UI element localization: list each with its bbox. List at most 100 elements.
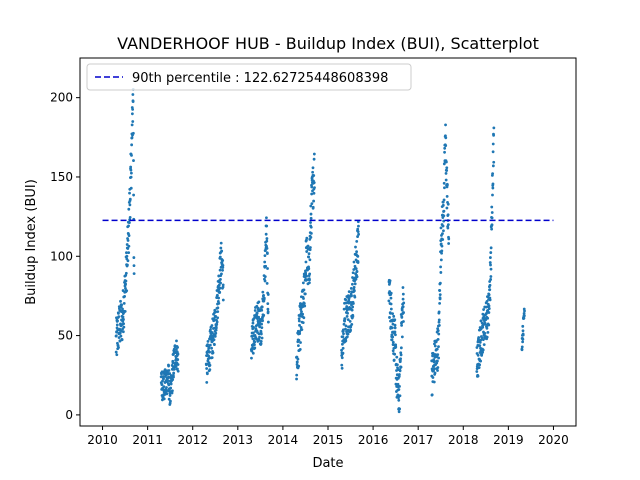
data-point: [438, 289, 442, 292]
data-point: [214, 310, 218, 314]
data-point: [487, 307, 491, 310]
data-point: [344, 327, 347, 331]
data-point: [340, 342, 344, 346]
data-point: [307, 252, 311, 256]
data-point: [170, 391, 174, 395]
data-point: [265, 237, 269, 240]
data-point: [439, 258, 443, 262]
data-point: [309, 221, 312, 224]
data-point: [221, 264, 225, 267]
data-point: [396, 382, 400, 386]
data-point: [124, 271, 128, 275]
x-tick-label: 2014: [268, 433, 299, 447]
data-point: [491, 182, 495, 186]
legend-box: [86, 63, 412, 91]
data-point: [165, 392, 169, 396]
data-point: [347, 297, 351, 300]
data-point: [390, 326, 394, 330]
data-point: [477, 336, 481, 339]
data-point: [351, 305, 355, 309]
data-point: [393, 326, 397, 330]
data-point: [301, 312, 305, 316]
data-point: [401, 292, 405, 296]
data-point: [295, 360, 299, 364]
data-point: [171, 389, 174, 393]
data-point: [215, 322, 219, 326]
data-point: [443, 186, 446, 190]
data-point: [252, 331, 255, 335]
data-point: [485, 299, 489, 303]
data-point: [492, 133, 495, 137]
data-point: [488, 283, 492, 287]
data-point: [309, 235, 313, 239]
data-point: [250, 334, 254, 338]
data-point: [476, 374, 480, 378]
data-point: [129, 186, 133, 190]
data-point: [356, 261, 360, 264]
data-point: [433, 367, 436, 371]
data-point: [266, 307, 270, 311]
data-point: [393, 330, 397, 334]
data-point: [475, 370, 479, 373]
data-point: [208, 363, 212, 367]
data-point: [310, 185, 314, 189]
data-point: [441, 224, 445, 228]
data-point: [436, 337, 440, 341]
data-point: [162, 385, 166, 389]
data-point: [489, 267, 493, 271]
data-point: [437, 320, 441, 324]
data-point: [129, 168, 133, 172]
data-point: [125, 243, 129, 246]
data-point: [208, 350, 211, 354]
data-point: [487, 323, 491, 327]
data-point: [295, 377, 298, 381]
data-point: [266, 302, 270, 305]
data-point: [264, 264, 268, 268]
data-point: [258, 335, 261, 339]
data-point: [445, 206, 449, 210]
data-point: [172, 371, 176, 375]
data-point: [263, 254, 267, 258]
data-point: [218, 290, 222, 294]
data-point: [481, 348, 485, 352]
data-point: [221, 268, 224, 272]
data-point: [481, 312, 485, 316]
data-point: [479, 319, 483, 323]
data-point: [302, 301, 306, 305]
data-point: [354, 277, 358, 281]
data-point: [211, 351, 215, 355]
data-point: [492, 126, 496, 130]
data-point: [262, 313, 266, 317]
data-point: [176, 369, 180, 373]
data-point: [210, 324, 214, 327]
data-point: [487, 311, 491, 314]
data-point: [400, 315, 404, 319]
data-point: [313, 186, 316, 189]
data-point: [175, 339, 178, 343]
data-point: [345, 335, 349, 339]
data-point: [482, 308, 485, 311]
data-point: [169, 386, 173, 390]
data-point: [345, 314, 349, 318]
data-point: [308, 281, 311, 285]
data-point: [123, 295, 126, 298]
data-point: [305, 236, 309, 240]
data-point: [262, 296, 266, 300]
data-point: [219, 246, 223, 250]
data-point: [162, 397, 166, 401]
data-point: [438, 297, 442, 301]
data-point: [355, 240, 359, 243]
data-point: [130, 136, 134, 140]
data-point: [343, 317, 347, 321]
data-point: [444, 136, 448, 140]
y-tick-label: 0: [65, 408, 73, 422]
data-point: [167, 375, 171, 379]
data-point: [120, 303, 124, 307]
data-point: [115, 353, 119, 357]
data-point: [253, 340, 257, 344]
data-point: [176, 345, 179, 349]
data-point: [398, 407, 402, 411]
data-point: [439, 271, 443, 274]
data-point: [446, 226, 450, 230]
data-point: [300, 328, 304, 332]
